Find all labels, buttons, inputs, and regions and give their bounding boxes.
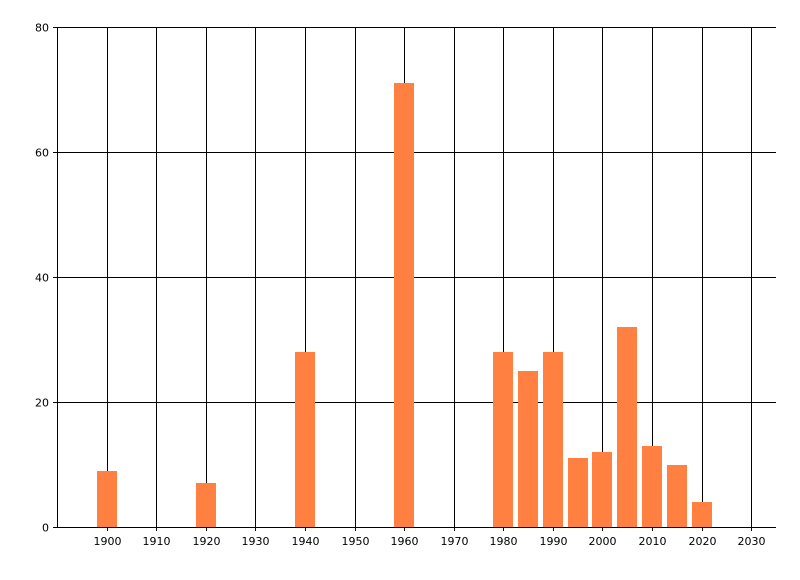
bar-2020 — [692, 502, 712, 527]
bar-2010 — [642, 446, 662, 527]
x-tick-label: 1910 — [143, 535, 171, 548]
x-tick-label: 1960 — [391, 535, 419, 548]
y-tick-label: 20 — [35, 397, 49, 410]
x-tick-label: 1970 — [441, 535, 469, 548]
bar-1940 — [295, 352, 315, 527]
y-tick-label: 60 — [35, 147, 49, 160]
x-tick-label: 2030 — [738, 535, 766, 548]
x-tick-label: 1930 — [242, 535, 270, 548]
x-tick-label: 2000 — [589, 535, 617, 548]
x-tick-labels: 1900 1910 1920 1930 1940 1950 1960 1970 1980 1990… — [94, 535, 766, 548]
bar-1960 — [394, 83, 414, 527]
x-tick-label: 1900 — [94, 535, 122, 548]
axes — [57, 27, 776, 528]
bar-1990 — [543, 352, 563, 527]
bars — [97, 83, 712, 528]
x-tick-label: 2020 — [689, 535, 717, 548]
x-tick-label: 1990 — [540, 535, 568, 548]
grid — [53, 27, 776, 531]
y-tick-label: 80 — [35, 22, 49, 35]
bar-2015 — [667, 465, 687, 528]
bar-1980 — [493, 352, 513, 527]
y-tick-label: 40 — [35, 272, 49, 285]
bar-1900 — [97, 471, 117, 527]
x-tick-label: 1980 — [490, 535, 518, 548]
y-tick-labels: 0 20 40 60 80 — [35, 22, 49, 535]
x-tick-label: 1940 — [292, 535, 320, 548]
x-tick-label: 1950 — [342, 535, 370, 548]
y-tick-label: 0 — [42, 522, 49, 535]
bar-2000 — [592, 452, 612, 527]
bar-1995 — [568, 458, 588, 527]
bar-1920 — [196, 483, 216, 527]
x-tick-label: 2010 — [639, 535, 667, 548]
bar-2005 — [617, 327, 637, 527]
bar-1985 — [518, 371, 538, 527]
x-tick-label: 1920 — [193, 535, 221, 548]
